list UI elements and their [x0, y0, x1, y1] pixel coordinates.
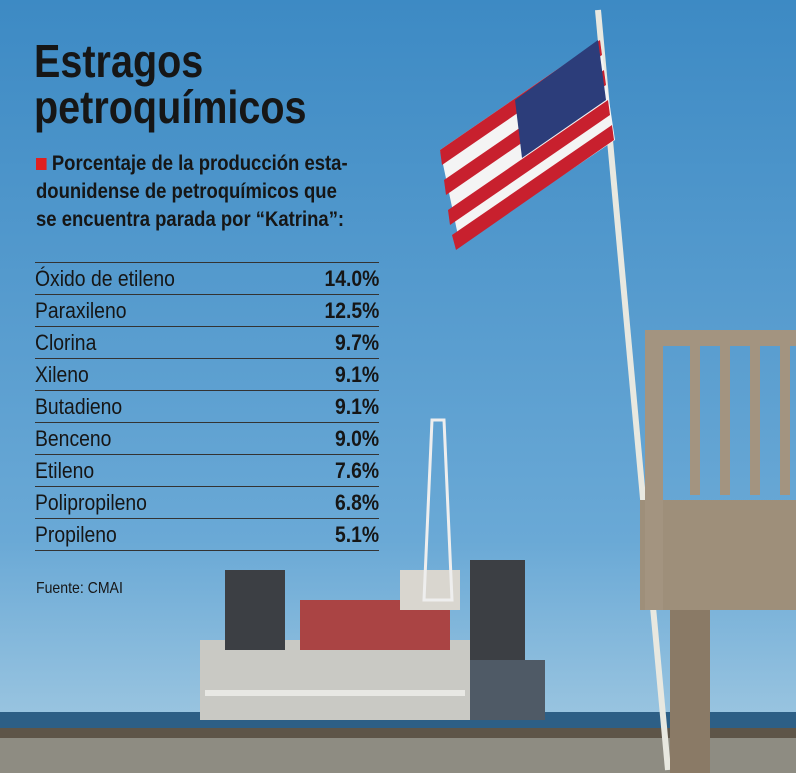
row-value: 9.7%	[335, 330, 379, 356]
source: Fuente: CMAI	[36, 580, 123, 598]
title: Estragos petroquímicos	[34, 38, 307, 130]
row-label: Etileno	[35, 458, 94, 484]
row-value: 14.0%	[324, 266, 379, 292]
row-label: Polipropileno	[35, 490, 147, 516]
subtitle-line: Porcentaje de la producción esta-	[36, 150, 348, 178]
row-value: 12.5%	[324, 298, 379, 324]
row-label: Paraxileno	[35, 298, 126, 324]
subtitle-line: dounidense de petroquímicos que	[36, 178, 348, 206]
subtitle: Porcentaje de la producción esta- dounid…	[36, 150, 348, 234]
bullet	[36, 158, 47, 170]
table-row: Benceno 9.0%	[35, 423, 379, 455]
subtitle-text: Porcentaje de la producción esta-	[52, 152, 348, 175]
row-value: 7.6%	[335, 458, 379, 484]
table-row: Butadieno 9.1%	[35, 391, 379, 423]
row-label: Butadieno	[35, 394, 122, 420]
row-label: Clorina	[35, 330, 96, 356]
table-row: Etileno 7.6%	[35, 455, 379, 487]
row-value: 6.8%	[335, 490, 379, 516]
table-row: Propileno 5.1%	[35, 519, 379, 551]
table: Óxido de etileno 14.0% Paraxileno 12.5% Clor…	[35, 262, 379, 551]
row-value: 9.0%	[335, 426, 379, 452]
table-row: Polipropileno 6.8%	[35, 487, 379, 519]
row-value: 5.1%	[335, 522, 379, 548]
row-label: Benceno	[35, 426, 111, 452]
subtitle-line: se encuentra parada por “Katrina”:	[36, 206, 348, 234]
table-row: Óxido de etileno 14.0%	[35, 263, 379, 295]
row-label: Óxido de etileno	[35, 266, 175, 292]
page: Estragos petroquímicos Porcentaje de la …	[0, 0, 796, 773]
row-label: Propileno	[35, 522, 117, 548]
table-row: Xileno 9.1%	[35, 359, 379, 391]
title-line: petroquímicos	[34, 84, 307, 130]
row-label: Xileno	[35, 362, 89, 388]
row-value: 9.1%	[335, 394, 379, 420]
row-value: 9.1%	[335, 362, 379, 388]
title-line: Estragos	[34, 38, 307, 84]
table-row: Clorina 9.7%	[35, 327, 379, 359]
table-row: Paraxileno 12.5%	[35, 295, 379, 327]
